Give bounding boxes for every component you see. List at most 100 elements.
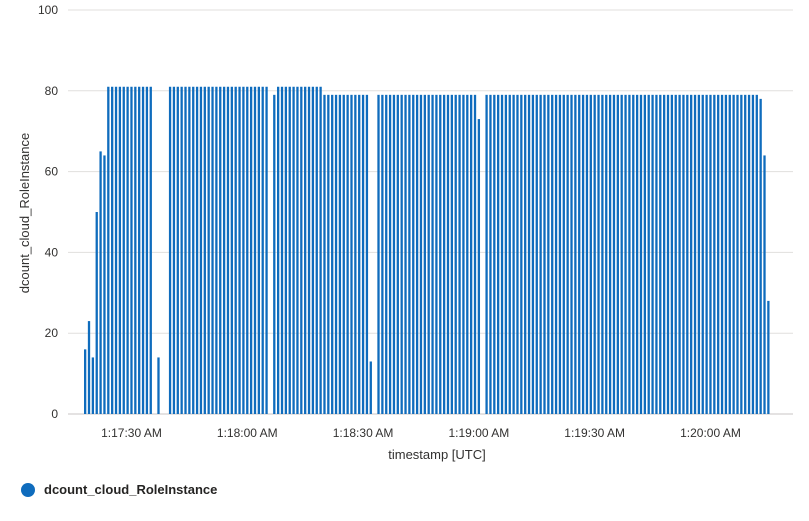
bar[interactable] — [354, 94, 357, 414]
bar[interactable] — [477, 119, 481, 414]
bar[interactable] — [388, 94, 392, 414]
bar[interactable] — [520, 94, 523, 414]
bar[interactable] — [635, 94, 639, 414]
bar[interactable] — [261, 86, 264, 414]
bar[interactable] — [111, 86, 114, 414]
bar[interactable] — [620, 94, 623, 414]
bar[interactable] — [655, 94, 658, 414]
bar[interactable] — [342, 94, 345, 414]
bar[interactable] — [744, 94, 747, 414]
bar[interactable] — [280, 86, 284, 414]
bar[interactable] — [512, 94, 515, 414]
bar[interactable] — [392, 94, 396, 414]
bar[interactable] — [358, 94, 361, 414]
bar[interactable] — [713, 94, 716, 414]
bar[interactable] — [265, 86, 268, 414]
bar[interactable] — [527, 94, 531, 414]
bar[interactable] — [566, 94, 569, 414]
bar[interactable] — [674, 94, 677, 414]
bar[interactable] — [585, 94, 589, 414]
bar[interactable] — [311, 86, 315, 414]
bar[interactable] — [180, 86, 183, 414]
bar[interactable] — [134, 86, 137, 414]
bar[interactable] — [551, 94, 554, 414]
bar[interactable] — [454, 94, 457, 414]
bar[interactable] — [288, 86, 291, 414]
bar[interactable] — [616, 94, 619, 414]
bar[interactable] — [450, 94, 453, 414]
bar[interactable] — [238, 86, 241, 414]
bar[interactable] — [304, 86, 307, 414]
bar[interactable] — [531, 94, 535, 414]
bar[interactable] — [593, 94, 596, 414]
bar[interactable] — [277, 86, 280, 414]
bar[interactable] — [678, 94, 681, 414]
bar[interactable] — [307, 86, 311, 414]
bar[interactable] — [462, 94, 465, 414]
bar[interactable] — [624, 94, 627, 414]
bar[interactable] — [257, 86, 260, 414]
bar[interactable] — [230, 86, 233, 414]
legend[interactable]: dcount_cloud_RoleInstance — [21, 482, 217, 497]
bar[interactable] — [697, 94, 701, 414]
bar[interactable] — [535, 94, 538, 414]
bar[interactable] — [612, 94, 616, 414]
bar[interactable] — [219, 86, 222, 414]
bar[interactable] — [423, 94, 426, 414]
bar[interactable] — [709, 94, 712, 414]
bar[interactable] — [334, 94, 338, 414]
bar[interactable] — [253, 86, 257, 414]
bar[interactable] — [323, 94, 326, 414]
bar[interactable] — [84, 349, 87, 414]
bar[interactable] — [547, 94, 550, 414]
bar[interactable] — [226, 86, 230, 414]
bars[interactable] — [84, 86, 770, 414]
bar[interactable] — [176, 86, 179, 414]
bar[interactable] — [91, 357, 95, 414]
bar[interactable] — [682, 94, 685, 414]
bar[interactable] — [605, 94, 608, 414]
bar[interactable] — [396, 94, 399, 414]
bar[interactable] — [138, 86, 141, 414]
bar[interactable] — [578, 94, 581, 414]
bar[interactable] — [361, 94, 365, 414]
bar[interactable] — [222, 86, 226, 414]
bar[interactable] — [686, 94, 689, 414]
bar[interactable] — [632, 94, 635, 414]
bar[interactable] — [327, 94, 330, 414]
bar[interactable] — [130, 86, 133, 414]
bar[interactable] — [203, 86, 206, 414]
bar[interactable] — [524, 94, 527, 414]
bar[interactable] — [647, 94, 650, 414]
bar[interactable] — [643, 94, 646, 414]
bar[interactable] — [458, 94, 461, 414]
bar[interactable] — [663, 94, 666, 414]
bar[interactable] — [315, 86, 318, 414]
bar[interactable] — [122, 86, 125, 414]
bar[interactable] — [346, 94, 349, 414]
bar[interactable] — [705, 94, 708, 414]
bar[interactable] — [292, 86, 295, 414]
bar[interactable] — [107, 86, 110, 414]
bar[interactable] — [207, 86, 210, 414]
bar[interactable] — [539, 94, 542, 414]
bar[interactable] — [242, 86, 245, 414]
bar[interactable] — [415, 94, 419, 414]
bar[interactable] — [574, 94, 577, 414]
bar[interactable] — [701, 94, 704, 414]
bar[interactable] — [331, 94, 334, 414]
bar[interactable] — [172, 86, 176, 414]
bar[interactable] — [558, 94, 562, 414]
bar[interactable] — [740, 94, 743, 414]
bar[interactable] — [562, 94, 565, 414]
bar[interactable] — [234, 86, 237, 414]
bar[interactable] — [157, 357, 160, 414]
bar[interactable] — [589, 94, 592, 414]
bar[interactable] — [470, 94, 473, 414]
bar[interactable] — [724, 94, 728, 414]
bar[interactable] — [466, 94, 469, 414]
bar[interactable] — [404, 94, 407, 414]
bar[interactable] — [211, 86, 214, 414]
bar[interactable] — [763, 155, 766, 414]
bar[interactable] — [485, 94, 488, 414]
